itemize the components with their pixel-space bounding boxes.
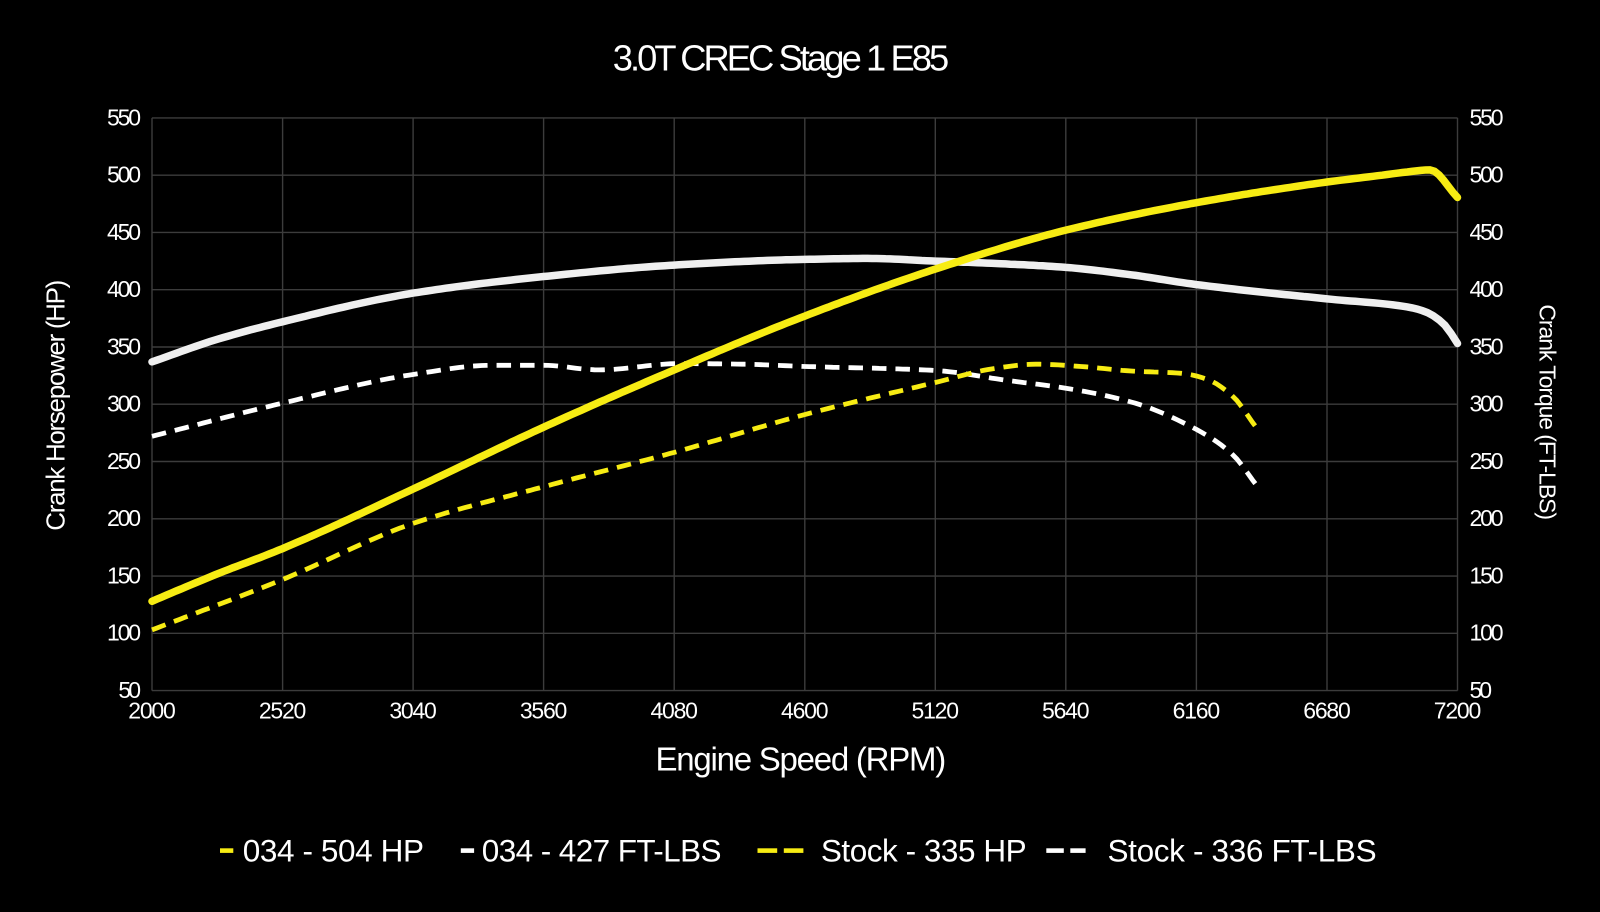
svg-text:100: 100 — [1470, 620, 1504, 646]
svg-text:500: 500 — [1470, 162, 1504, 188]
svg-text:2000: 2000 — [128, 698, 176, 724]
svg-text:Engine Speed (RPM): Engine Speed (RPM) — [656, 740, 947, 777]
svg-text:550: 550 — [107, 104, 141, 130]
svg-text:Stock - 335 HP: Stock - 335 HP — [821, 832, 1027, 868]
svg-text:300: 300 — [1470, 391, 1504, 417]
svg-text:5120: 5120 — [912, 698, 960, 724]
svg-text:450: 450 — [1470, 219, 1504, 245]
svg-text:4600: 4600 — [781, 698, 829, 724]
svg-text:450: 450 — [107, 219, 141, 245]
svg-text:Crank Horsepower (HP): Crank Horsepower (HP) — [41, 280, 71, 531]
svg-text:200: 200 — [1470, 505, 1504, 531]
svg-text:300: 300 — [107, 391, 141, 417]
svg-text:034 - 427 FT-LBS: 034 - 427 FT-LBS — [482, 832, 722, 868]
svg-text:250: 250 — [107, 448, 141, 474]
svg-text:4080: 4080 — [650, 698, 698, 724]
svg-text:3.0T CREC Stage 1 E85: 3.0T CREC Stage 1 E85 — [613, 38, 950, 79]
svg-text:400: 400 — [107, 276, 141, 302]
svg-text:400: 400 — [1470, 276, 1504, 302]
svg-text:3040: 3040 — [389, 698, 437, 724]
svg-text:50: 50 — [1470, 677, 1493, 703]
svg-text:034 - 504 HP: 034 - 504 HP — [243, 832, 424, 868]
svg-text:50: 50 — [118, 677, 141, 703]
svg-text:7200: 7200 — [1434, 698, 1482, 724]
svg-text:150: 150 — [1470, 563, 1504, 589]
svg-text:Crank Torque (FT-LBS): Crank Torque (FT-LBS) — [1535, 304, 1561, 520]
svg-text:500: 500 — [107, 162, 141, 188]
svg-text:5640: 5640 — [1042, 698, 1090, 724]
svg-text:550: 550 — [1470, 104, 1504, 130]
svg-text:150: 150 — [107, 563, 141, 589]
svg-text:350: 350 — [1470, 333, 1504, 359]
svg-text:350: 350 — [107, 333, 141, 359]
svg-text:250: 250 — [1470, 448, 1504, 474]
svg-text:6680: 6680 — [1303, 698, 1351, 724]
svg-text:3560: 3560 — [520, 698, 568, 724]
svg-text:100: 100 — [107, 620, 141, 646]
svg-text:Stock - 336 FT-LBS: Stock - 336 FT-LBS — [1108, 832, 1377, 868]
svg-text:2520: 2520 — [259, 698, 307, 724]
svg-text:6160: 6160 — [1173, 698, 1221, 724]
svg-text:200: 200 — [107, 505, 141, 531]
